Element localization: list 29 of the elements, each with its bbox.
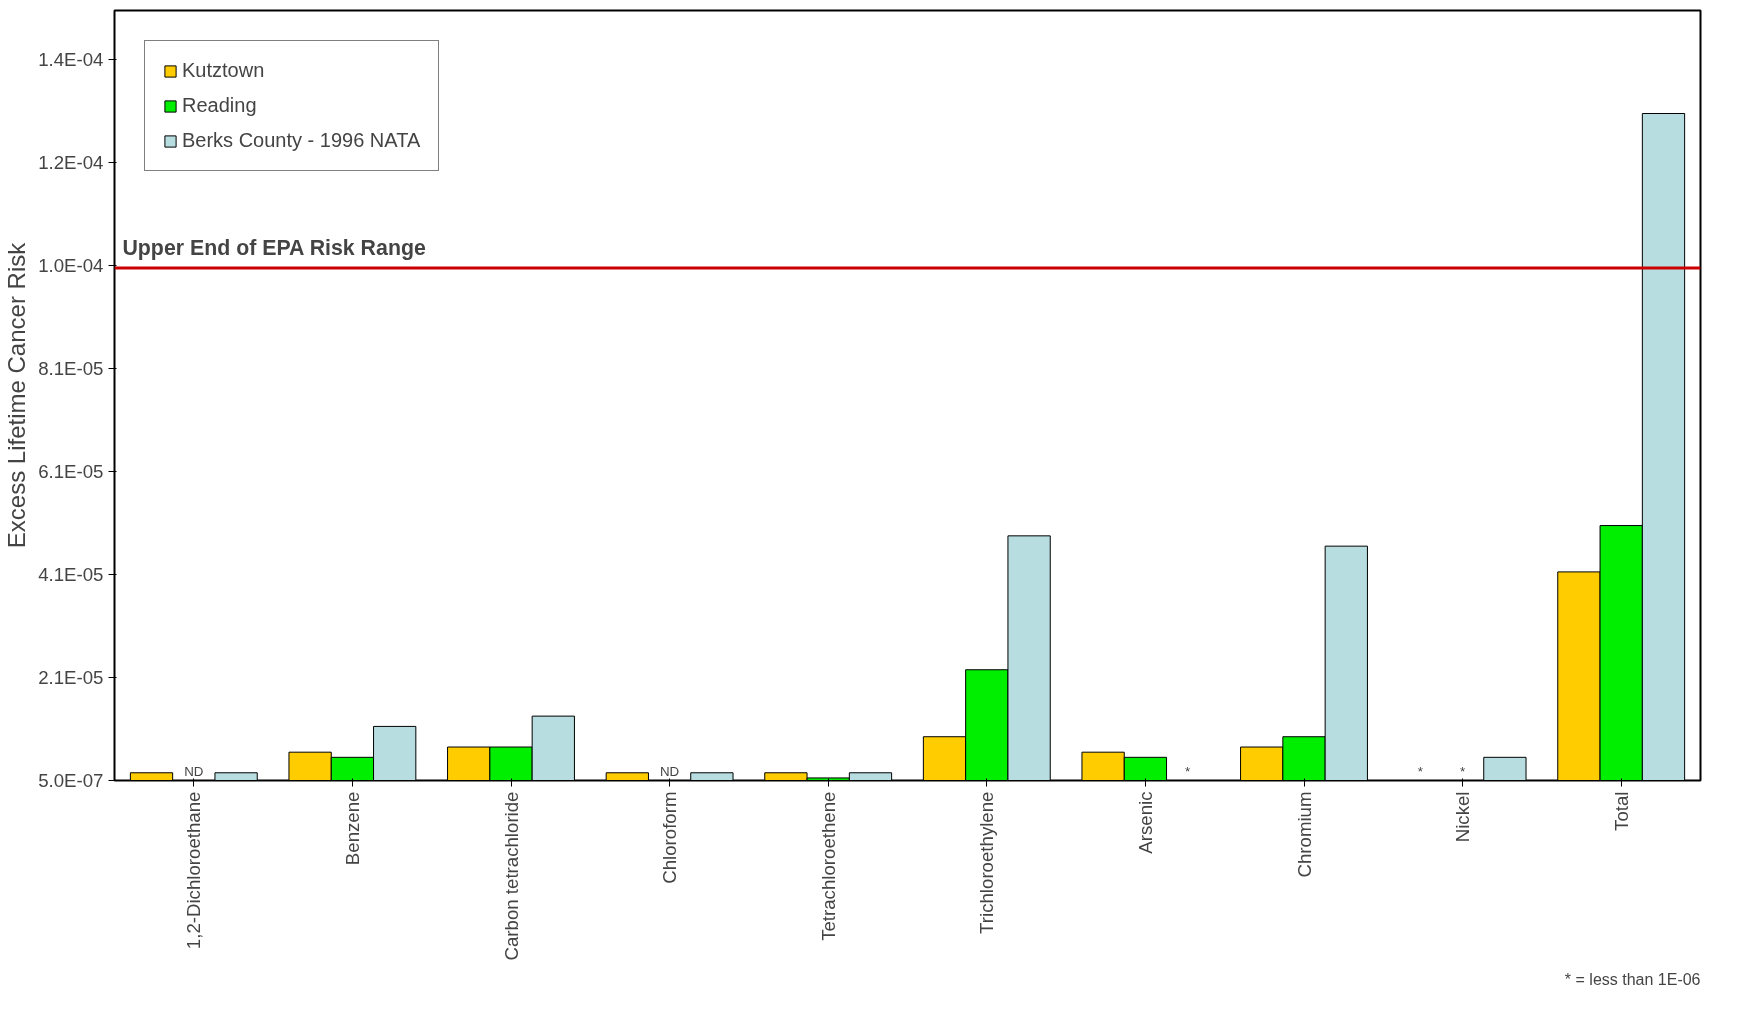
x-tick-label: Chloroform — [659, 791, 681, 884]
x-tick-label: Total — [1610, 791, 1632, 831]
text: * — [1417, 763, 1423, 779]
text: * — [1460, 763, 1466, 779]
text: * — [1185, 763, 1191, 779]
x-tick-label: Nickel — [1452, 791, 1474, 843]
legend-label: Berks County - 1996 NATA — [182, 129, 421, 152]
y-tick-label: 4.1E-05 — [38, 563, 104, 585]
legend-label: Reading — [182, 94, 257, 117]
text: ND — [659, 763, 680, 779]
y-tick-label: 1.0E-04 — [38, 254, 104, 276]
x-tick-label: Benzene — [341, 791, 363, 866]
x-tick-label: Carbon tetrachloride — [500, 791, 522, 961]
y-tick-label: 8.1E-05 — [38, 357, 104, 379]
y-tick-label: 6.1E-05 — [38, 460, 104, 482]
y-tick-label: 1.4E-04 — [38, 48, 104, 70]
ref-line-label: Upper End of EPA Risk Range — [122, 236, 426, 261]
y-axis-title: Excess Lifetime Cancer Risk — [3, 241, 31, 549]
y-tick-label: 2.1E-05 — [38, 666, 104, 688]
x-tick-label: Trichloroethylene — [976, 791, 998, 934]
x-tick-label: Arsenic — [1134, 791, 1156, 854]
text: * = less than 1E-06 — [1564, 970, 1701, 988]
x-tick-label: Tetrachloroethene — [817, 791, 839, 941]
text: ND — [184, 763, 204, 779]
legend-label: Kutztown — [182, 59, 265, 82]
x-tick-label: 1,2-Dichloroethane — [183, 791, 205, 950]
x-tick-label: Chromium — [1293, 791, 1315, 878]
y-tick-label: 5.0E-07 — [38, 770, 104, 791]
y-tick-label: 1.2E-04 — [38, 151, 104, 173]
